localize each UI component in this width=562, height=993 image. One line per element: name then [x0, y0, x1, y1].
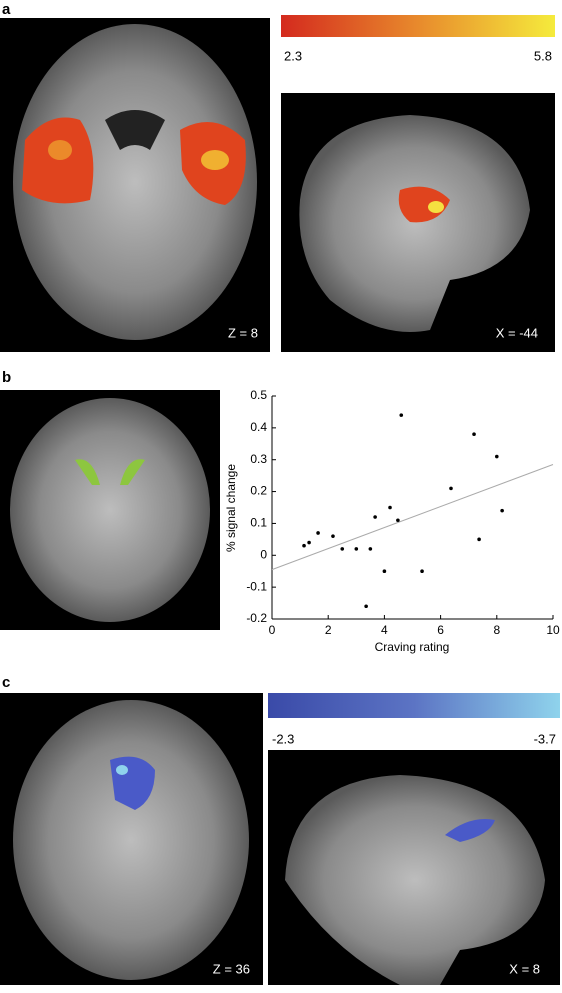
x-tick-label: 0 [269, 623, 276, 637]
activation [48, 140, 72, 160]
point [340, 547, 345, 551]
image-label: X = 8 [509, 961, 540, 976]
point [388, 505, 392, 510]
brain [13, 700, 249, 980]
activation [445, 819, 495, 842]
point [331, 534, 335, 538]
point [307, 540, 311, 545]
point [399, 413, 404, 417]
point [373, 515, 377, 519]
y-tick-label: 0.3 [250, 452, 267, 466]
x-tick-label: 8 [493, 623, 500, 637]
x-tick-label: 6 [437, 623, 444, 637]
point [382, 569, 387, 574]
point [477, 537, 481, 542]
colorbar-label: -3.7 [534, 731, 556, 746]
x-tick-label: 2 [325, 623, 332, 637]
brain [13, 24, 257, 340]
y-tick-label: 0.2 [250, 484, 267, 498]
colorbar-label: 5.8 [534, 48, 552, 63]
activation [428, 201, 444, 213]
image-label: Z = 8 [228, 325, 258, 340]
point [396, 518, 400, 523]
fit-line [271, 464, 554, 571]
panel-label: a [2, 1, 11, 18]
x-tick-label: 10 [546, 623, 560, 637]
point [495, 454, 499, 459]
point [500, 508, 504, 513]
point [364, 604, 368, 609]
point [316, 531, 320, 535]
brain [10, 398, 210, 622]
panel-label: c [2, 674, 10, 691]
brain [299, 115, 530, 332]
colorbar-label: 2.3 [284, 48, 302, 63]
activation [201, 150, 229, 170]
activation [398, 186, 450, 223]
y-tick-label: 0.4 [250, 420, 267, 434]
y-tick-label: 0.1 [250, 516, 267, 530]
colorbar [268, 693, 560, 718]
point [368, 547, 373, 551]
y-tick-label: -0.2 [246, 611, 267, 625]
ventricle [105, 110, 165, 150]
roi [75, 459, 145, 485]
point [449, 486, 453, 491]
point [302, 543, 306, 548]
colorbar [281, 15, 555, 37]
point [420, 569, 424, 574]
point [472, 432, 476, 437]
y-axis-label: % signal change [224, 464, 238, 552]
y-tick-label: 0.5 [250, 388, 267, 402]
image-label: Z = 36 [213, 961, 250, 976]
activation [116, 765, 128, 775]
y-tick-label: 0 [260, 547, 267, 561]
colorbar-label: -2.3 [272, 731, 294, 746]
panel-label: b [2, 369, 11, 386]
y-tick-label: -0.1 [246, 579, 267, 593]
image-label: X = -44 [496, 325, 538, 340]
x-axis-label: Craving rating [375, 640, 450, 654]
point [354, 547, 359, 551]
x-tick-label: 4 [381, 623, 388, 637]
activation [22, 117, 94, 204]
